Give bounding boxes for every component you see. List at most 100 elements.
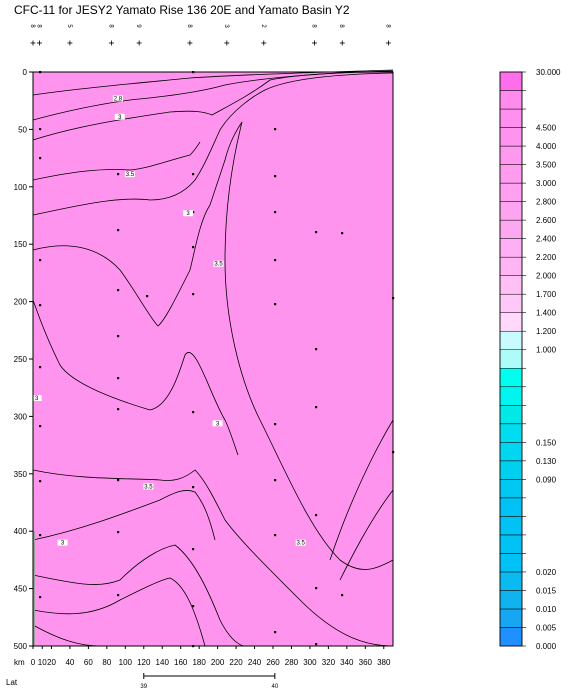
colorbar-swatch-8 xyxy=(499,479,523,499)
contour-line-4 xyxy=(32,72,394,216)
y-tick-label-10: 500 xyxy=(14,642,28,651)
colorbar-swatch-14 xyxy=(499,368,523,388)
sample-point-44 xyxy=(192,605,195,608)
colorbar-label-24: 2.800 xyxy=(536,198,557,207)
colorbar-swatch-23 xyxy=(499,201,523,221)
contour-label-7: 3.5 xyxy=(144,484,153,490)
sample-point-25 xyxy=(117,408,120,411)
y-tick-label-1: 50 xyxy=(18,125,27,134)
sample-point-13 xyxy=(341,232,344,235)
colorbar-swatch-19 xyxy=(499,275,523,295)
colorbar-swatch-5 xyxy=(499,534,523,554)
colorbar-swatch-2 xyxy=(499,590,523,610)
y-tick-label-6: 300 xyxy=(14,412,28,421)
lat-tick-label-0: 39 xyxy=(140,684,147,690)
colorbar-label-16: 1.000 xyxy=(536,346,557,355)
sample-point-46 xyxy=(315,643,318,646)
contour-line-11 xyxy=(32,577,206,647)
station-label-5: 8 xyxy=(186,24,192,28)
colorbar-swatch-3 xyxy=(499,571,523,591)
colorbar-label-11: 0.150 xyxy=(536,438,557,447)
sample-point-9 xyxy=(117,229,120,232)
sample-point-27 xyxy=(274,423,277,426)
contour-line-7 xyxy=(224,121,394,570)
contour-line-6 xyxy=(32,299,239,456)
contour-label-bg-5 xyxy=(31,395,42,402)
colorbar-label-18: 1.400 xyxy=(536,309,557,318)
x-axis: km 0 10 20 40 60 80 100 120 140 160 180 200 220 240 260… xyxy=(14,646,391,667)
station-label-3: 8 xyxy=(107,24,113,28)
x-tick-label-6: 100 xyxy=(119,658,133,667)
x-tick-label-4: 60 xyxy=(84,658,93,667)
sample-point-22 xyxy=(274,303,277,306)
colorbar-swatch-16 xyxy=(499,330,523,350)
colorbar-swatch-22 xyxy=(499,219,523,239)
x-tick-label-18: 340 xyxy=(340,658,354,667)
sample-point-16 xyxy=(146,295,149,298)
station-label-8: 8 xyxy=(311,24,317,28)
sample-point-42 xyxy=(39,596,42,599)
sample-point-20 xyxy=(117,335,120,338)
contour-line-14 xyxy=(339,489,394,581)
sample-point-32 xyxy=(192,486,195,489)
sample-point-33 xyxy=(274,479,277,482)
contour-line-2 xyxy=(32,71,394,141)
x-tick-label-12: 220 xyxy=(229,658,243,667)
colorbar-swatch-27 xyxy=(499,127,523,147)
station-label-10: 8 xyxy=(384,24,390,28)
sample-point-18 xyxy=(274,259,277,262)
sample-point-11 xyxy=(274,211,277,214)
colorbar-label-3: 0.015 xyxy=(536,586,557,595)
station-label-0: 8 xyxy=(29,24,35,28)
colorbar-label-2: 0.010 xyxy=(536,605,557,614)
sample-point-41 xyxy=(341,594,344,597)
colorbar-swatch-13 xyxy=(499,386,523,406)
sample-point-10 xyxy=(192,246,195,249)
lat-axis: Lat 39 40 xyxy=(6,673,279,690)
y-tick-label-0: 0 xyxy=(23,68,28,77)
contour-label-1: 3 xyxy=(118,115,122,121)
contour-label-4: 3.5 xyxy=(214,262,223,268)
sample-point-23 xyxy=(315,348,318,351)
colorbar-swatch-10 xyxy=(499,442,523,462)
sample-point-14 xyxy=(39,304,42,307)
contour-label-bg-9 xyxy=(295,539,306,546)
colorbar-swatch-7 xyxy=(499,497,523,517)
sample-point-7 xyxy=(274,175,277,178)
sample-point-4 xyxy=(192,173,195,176)
sample-point-39 xyxy=(274,534,277,537)
contour-label-3: 3 xyxy=(186,211,190,217)
contour-label-bg-2 xyxy=(124,171,135,178)
colorbar-label-20: 2.000 xyxy=(536,272,557,281)
sample-point-45 xyxy=(274,631,277,634)
contour-label-bg-8 xyxy=(57,539,68,546)
contour-label-bg-6 xyxy=(212,420,223,427)
sample-point-15 xyxy=(117,289,120,292)
lat-tick-label-1: 40 xyxy=(272,684,279,690)
station-label-6: 3 xyxy=(223,24,229,28)
contour-label-8: 3 xyxy=(61,541,65,547)
lat-axis-label: Lat xyxy=(6,678,18,687)
y-tick-label-8: 400 xyxy=(14,527,28,536)
colorbar-label-31: 30.000 xyxy=(536,68,561,77)
sample-point-31 xyxy=(117,479,120,482)
sample-point-19 xyxy=(39,366,42,369)
contour-label-bg-7 xyxy=(143,483,154,490)
y-tick-label-3: 150 xyxy=(14,240,28,249)
colorbar-swatch-21 xyxy=(499,238,523,258)
sample-point-5 xyxy=(274,128,277,131)
colorbar-swatch-15 xyxy=(499,349,523,369)
colorbar-swatch-30 xyxy=(499,71,523,91)
contour-label-5: 3 xyxy=(35,396,39,402)
x-tick-label-3: 40 xyxy=(65,658,74,667)
station-label-4: 9 xyxy=(135,24,141,28)
colorbar-label-9: 0.090 xyxy=(536,475,557,484)
x-tick-label-5: 80 xyxy=(102,658,111,667)
colorbar-label-1: 0.005 xyxy=(536,623,557,632)
edge-strip xyxy=(33,531,35,646)
x-tick-label-9: 160 xyxy=(174,658,188,667)
sample-point-43 xyxy=(117,594,120,597)
colorbar-label-19: 1.700 xyxy=(536,290,557,299)
colorbar-label-25: 3.000 xyxy=(536,179,557,188)
